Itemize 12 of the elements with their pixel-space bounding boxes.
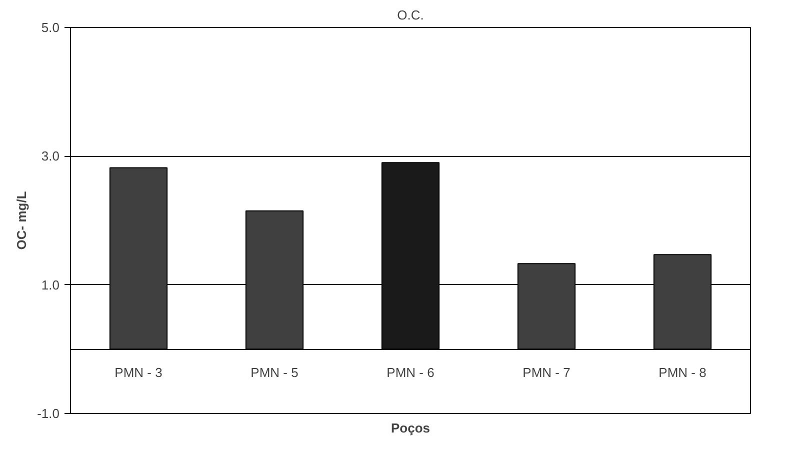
y-axis-title: OC- mg/L xyxy=(14,191,30,250)
x-tick-label: PMN - 8 xyxy=(658,365,706,380)
x-axis-title: Poços xyxy=(390,420,430,436)
x-tick-label: PMN - 6 xyxy=(386,365,434,380)
x-tick-label: PMN - 5 xyxy=(250,365,298,380)
y-tick-label: -1.0 xyxy=(37,406,60,421)
x-tick-label: PMN - 3 xyxy=(114,365,162,380)
y-tick-label: 3.0 xyxy=(41,148,60,164)
chart-title: O.C. xyxy=(397,8,424,22)
y-tick-label: 1.0 xyxy=(41,277,60,292)
y-tick-label: 5.0 xyxy=(41,20,60,35)
x-tick-label: PMN - 7 xyxy=(522,365,570,380)
